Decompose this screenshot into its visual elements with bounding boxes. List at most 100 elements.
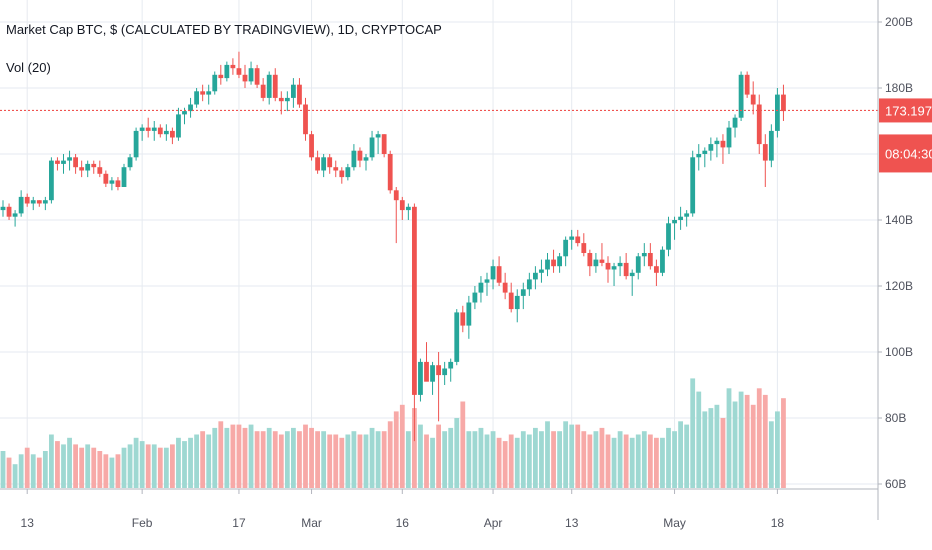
volume-bar: [278, 434, 284, 488]
volume-bar: [545, 421, 550, 488]
volume-bar: [478, 427, 484, 488]
candle-body: [115, 180, 121, 187]
candle-body: [472, 292, 478, 303]
volume-bar: [393, 411, 399, 488]
volume-bar: [708, 408, 714, 488]
candle-body: [484, 279, 490, 283]
candle-body: [61, 160, 66, 164]
y-tick-label: 120B: [885, 279, 913, 293]
y-axis[interactable]: 200B 180B 140B 120B 100B 80B 60B 173.197B 08:04:…: [877, 0, 932, 520]
candle-body: [496, 266, 502, 283]
candle-body: [654, 266, 659, 273]
volume-bar: [248, 424, 254, 488]
candle-body: [176, 114, 181, 138]
candle-body: [775, 94, 780, 131]
x-axis[interactable]: 13 Feb 17 Mar 16 Apr 13 May 18: [0, 488, 878, 530]
volume-bar: [611, 437, 617, 488]
candle-body: [363, 157, 369, 161]
last-price-badge: [879, 98, 932, 123]
candle-body: [145, 127, 151, 131]
candle-body: [672, 220, 677, 224]
y-tick-label: 100B: [885, 345, 913, 359]
candle-body: [303, 104, 308, 135]
candle-body: [478, 282, 484, 293]
volume-bar: [647, 434, 653, 488]
candle-body: [587, 253, 593, 267]
volume-bar: [629, 437, 635, 488]
candle-body: [557, 256, 562, 267]
volume-indicator-label: Vol (20): [6, 60, 51, 75]
candle-body: [514, 295, 520, 310]
volume-bar: [254, 431, 260, 488]
volume-bar: [97, 451, 103, 488]
volume-bar: [526, 434, 532, 488]
volume-bar: [103, 454, 109, 488]
candle-body: [212, 74, 218, 92]
volume-bar: [61, 444, 66, 488]
candle-body: [539, 269, 544, 273]
candle-body: [12, 213, 18, 217]
candle-body: [230, 64, 236, 69]
volume-bar: [508, 434, 514, 488]
candle-body: [744, 74, 750, 95]
volume-bar: [557, 431, 562, 488]
candle-body: [97, 167, 103, 174]
volume-bar: [381, 431, 387, 488]
candle-body: [466, 302, 472, 326]
volume-bar: [303, 424, 308, 488]
volume-bar: [315, 431, 320, 488]
volume-bar: [230, 424, 236, 488]
candle-body: [490, 266, 496, 280]
volume-bar: [605, 434, 611, 488]
last-price-label: 173.197B: [885, 103, 932, 118]
volume-bar: [563, 421, 569, 488]
volume-bar: [321, 431, 327, 488]
volume-bar: [157, 447, 163, 488]
candle-body: [339, 170, 345, 178]
volume-bar: [551, 431, 556, 488]
volume-bar: [720, 418, 726, 488]
candle-body: [551, 259, 556, 267]
volume-bar: [442, 431, 448, 488]
candle-body: [702, 150, 708, 154]
x-tick-label: 16: [396, 516, 410, 530]
candle-body: [393, 190, 399, 201]
candle-body: [206, 91, 212, 95]
candle-body: [641, 253, 647, 257]
candle-body: [36, 200, 42, 204]
volume-bar: [569, 424, 575, 488]
y-tick-label: 60B: [885, 477, 906, 491]
volume-bar: [678, 421, 683, 488]
candle-body: [750, 94, 756, 105]
candle-body: [139, 127, 145, 131]
countdown-label: 08:04:30: [885, 146, 932, 161]
volume-bar: [738, 391, 744, 488]
volume-bar: [85, 444, 91, 488]
volume-bar: [387, 421, 393, 488]
candle-body: [666, 223, 671, 250]
volume-bar: [702, 411, 708, 488]
candle-body: [599, 259, 605, 263]
candle-body: [442, 368, 448, 376]
candle-body: [73, 157, 78, 168]
volume-bar: [490, 431, 496, 488]
candle-body: [375, 134, 381, 138]
volume-bar: [49, 434, 54, 488]
candle-body: [781, 94, 786, 112]
candle-body: [660, 249, 665, 273]
volume-bar: [297, 431, 302, 488]
volume-bar: [460, 401, 466, 488]
candle-body: [629, 272, 635, 277]
candle-body: [412, 206, 417, 395]
volume-bar: [502, 441, 508, 488]
candle-body: [581, 243, 587, 253]
candle-body: [520, 289, 526, 296]
candle-body: [605, 262, 611, 270]
volume-bar: [496, 437, 502, 488]
volume-bar: [291, 427, 296, 488]
x-tick-label: 17: [232, 516, 246, 530]
volume-bar: [418, 424, 423, 488]
volume-bar: [139, 441, 145, 488]
